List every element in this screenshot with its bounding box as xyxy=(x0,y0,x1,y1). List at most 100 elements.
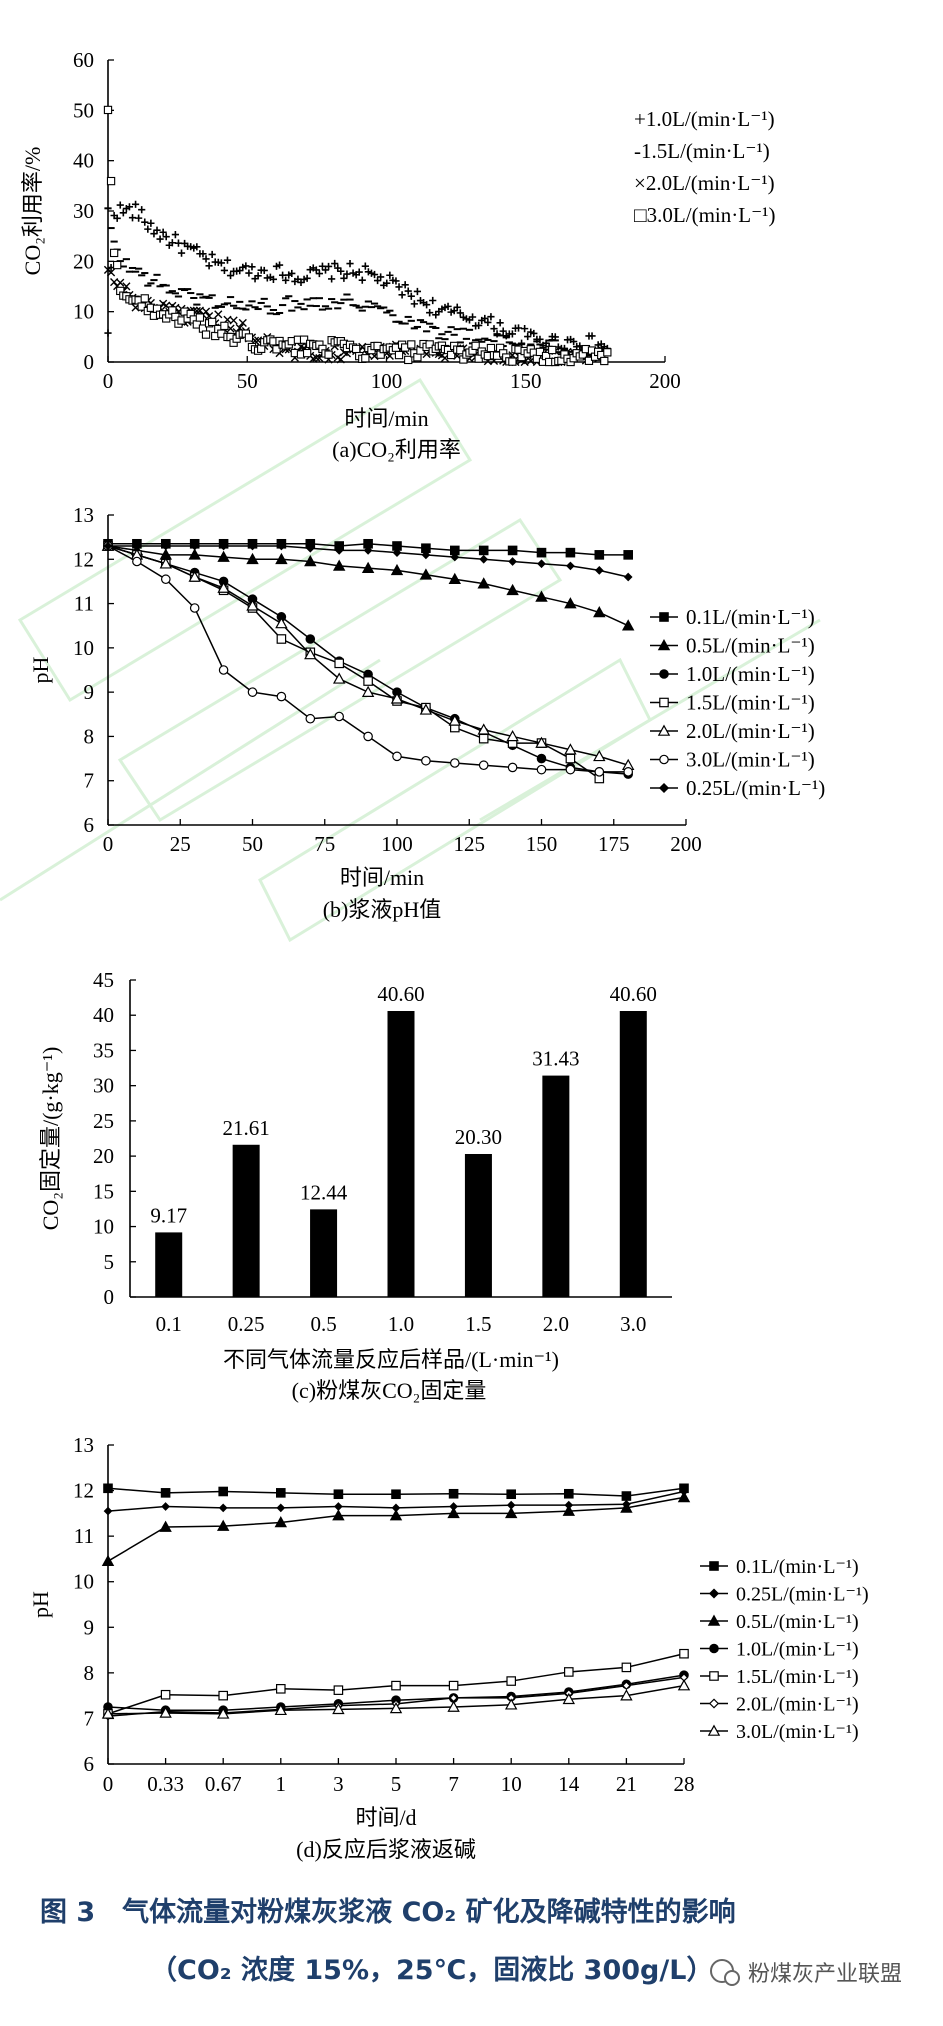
data-point xyxy=(389,1701,403,1714)
y-tick-label: 30 xyxy=(93,1074,114,1098)
data-point xyxy=(220,266,229,275)
legend-marker xyxy=(658,782,670,794)
data-point xyxy=(506,583,519,596)
data-point xyxy=(563,1667,574,1677)
series-2 xyxy=(103,541,633,779)
series-1 xyxy=(103,1487,689,1516)
data-point xyxy=(496,319,504,327)
legend: 0.1L/(min·L⁻¹) 0.25L/(min·L⁻¹) 0.5L/(min·L… xyxy=(700,1556,869,1743)
data-point xyxy=(305,543,315,553)
data-point xyxy=(246,552,259,565)
data-point xyxy=(332,1509,345,1521)
data-point xyxy=(562,1504,576,1516)
figure-caption-line1: 图 3 气体流量对粉煤灰浆液 CO₂ 矿化及降碱特性的影响 xyxy=(40,1896,736,1928)
y-tick-label: 9 xyxy=(84,680,95,704)
x-tick-label: 0 xyxy=(103,1772,114,1796)
data-point xyxy=(471,341,480,350)
data-point xyxy=(490,325,498,333)
data-point xyxy=(304,555,317,567)
data-point xyxy=(570,337,578,346)
data-point xyxy=(419,703,433,715)
data-point xyxy=(377,273,385,281)
data-point xyxy=(188,570,201,582)
data-point xyxy=(162,233,170,241)
data-point xyxy=(246,599,259,611)
data-point xyxy=(448,1680,459,1691)
data-point xyxy=(140,294,149,303)
x-tick-label: 75 xyxy=(314,832,335,856)
data-point xyxy=(478,733,489,744)
x-tick-label: 7 xyxy=(448,1772,459,1796)
data-point xyxy=(275,261,284,269)
bar-value-label: 20.30 xyxy=(455,1125,502,1149)
x-axis-label: 时间/min xyxy=(340,865,424,890)
x-tick-label: 0.67 xyxy=(205,1772,242,1796)
data-point xyxy=(135,214,143,222)
data-point xyxy=(218,1486,228,1497)
data-point xyxy=(444,302,452,310)
data-point xyxy=(537,559,546,569)
data-point xyxy=(303,274,311,282)
legend-entry: 0.25L/(min·L⁻¹) xyxy=(736,1584,869,1606)
data-point xyxy=(103,105,113,115)
data-point xyxy=(159,228,167,236)
series-3 xyxy=(103,105,612,367)
data-point xyxy=(248,541,257,551)
data-point xyxy=(340,274,348,282)
panel-a-co2-utilization: 0 10 20 30 40 50 60 0 50 100 150 200 时间/min (a)CO₂利用率… xyxy=(20,48,775,462)
x-tick-label: 150 xyxy=(510,369,542,393)
x-tick-label: 1.0 xyxy=(388,1312,414,1336)
bar-value-label: 31.43 xyxy=(532,1047,579,1071)
y-tick-label: 25 xyxy=(93,1109,114,1133)
data-point xyxy=(594,767,605,777)
data-point xyxy=(161,541,171,551)
data-point xyxy=(226,271,235,280)
data-point xyxy=(370,270,379,279)
x-tick-label: 1.5 xyxy=(465,1312,491,1336)
x-tick-label: 25 xyxy=(170,832,191,856)
data-point xyxy=(219,541,228,551)
y-tick-label: 50 xyxy=(73,98,94,122)
data-point xyxy=(218,1503,228,1513)
data-point xyxy=(564,597,577,609)
data-point xyxy=(147,219,155,227)
y-tick-label: 6 xyxy=(84,813,95,837)
data-point xyxy=(479,554,489,564)
data-point xyxy=(361,354,370,363)
data-point xyxy=(208,250,216,259)
data-point xyxy=(177,249,186,257)
y-tick-label: 15 xyxy=(93,1179,114,1203)
data-point xyxy=(477,577,490,589)
data-point xyxy=(174,239,183,247)
y-tick-label: 10 xyxy=(73,636,94,660)
data-point xyxy=(394,350,404,360)
data-point xyxy=(334,546,344,555)
data-point xyxy=(390,692,404,704)
data-point xyxy=(229,316,238,325)
bar-value-label: 21.61 xyxy=(223,1116,270,1140)
data-point xyxy=(423,301,431,309)
y-tick-label: 8 xyxy=(84,724,95,748)
x-tick-label: 150 xyxy=(526,832,558,856)
panel-label: (d)反应后浆液返碱 xyxy=(296,1837,476,1862)
data-point xyxy=(450,552,460,562)
data-point xyxy=(199,250,207,258)
data-point xyxy=(201,330,211,339)
data-point xyxy=(390,563,404,576)
data-point xyxy=(159,557,173,569)
data-point xyxy=(276,1503,286,1513)
legend-marker xyxy=(659,612,669,622)
y-tick-label: 7 xyxy=(84,769,95,793)
data-point xyxy=(132,541,142,551)
data-point xyxy=(392,751,402,762)
y-tick-label: 13 xyxy=(73,1433,94,1457)
legend-entry: 1.0L/(min·L⁻¹) xyxy=(686,662,815,686)
data-point xyxy=(128,214,137,222)
data-point xyxy=(504,1698,518,1710)
legend-entry: 0.5L/(min·L⁻¹) xyxy=(736,1611,859,1633)
data-point xyxy=(153,226,161,234)
data-point xyxy=(318,262,327,270)
y-tick-label: 11 xyxy=(74,1524,94,1548)
bar-value-label: 40.60 xyxy=(377,982,424,1006)
y-tick-label: 0 xyxy=(84,350,95,374)
